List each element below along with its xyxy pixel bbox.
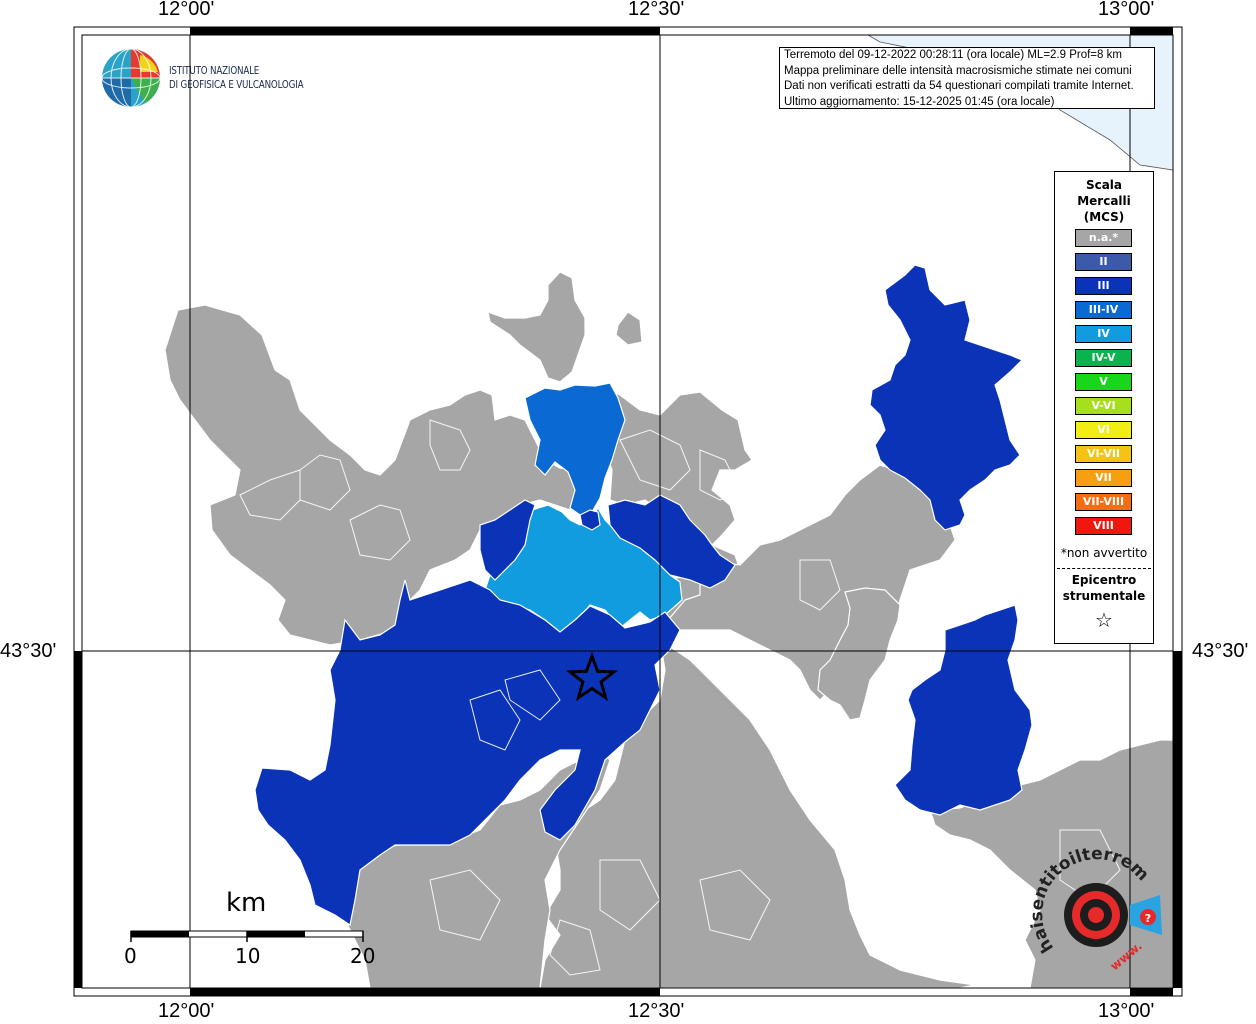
earthquake-info-box: Terremoto del 09-12-2022 00:28:11 (ora l…: [779, 47, 1155, 109]
svg-text:?: ?: [1145, 912, 1151, 925]
legend-swatch-vi-vii: VI-VII: [1075, 445, 1132, 463]
scale-unit: km: [226, 888, 267, 918]
institute-name: ISTITUTO NAZIONALE DI GEOFISICA E VULCAN…: [169, 64, 304, 92]
info-line-map-description: Mappa preliminare delle intensità macros…: [784, 64, 1132, 77]
scale-label-10: 10: [235, 944, 261, 968]
legend-swatch-n-a: n.a.*: [1075, 229, 1132, 247]
legend-swatch-iv: IV: [1075, 325, 1132, 343]
scale-bar: [130, 930, 364, 942]
legend-swatch-ii: II: [1075, 253, 1132, 271]
legend-swatch-viii: VIII: [1075, 517, 1132, 535]
municipal-borders: [239, 419, 1121, 976]
legend-swatch-v: V: [1075, 373, 1132, 391]
legend-swatch-iii: III: [1075, 277, 1132, 295]
scale-label-0: 0: [124, 944, 137, 968]
mcs-legend: Scala Mercalli (MCS) n.a.* II III III-IV IV I…: [1054, 171, 1154, 644]
ingv-logo-icon: [101, 48, 161, 108]
legend-swatch-iv-v: IV-V: [1075, 349, 1132, 367]
lon-label-top-12-00: 12°00': [158, 0, 215, 20]
lon-label-bottom-13-00: 13°00': [1098, 1000, 1155, 1022]
legend-swatch-iii-iv: III-IV: [1075, 301, 1132, 319]
lon-label-bottom-12-30: 12°30': [628, 1000, 685, 1022]
institute-line-2: DI GEOFISICA E VULCANOLOGIA: [169, 78, 304, 91]
map-frame: [73, 26, 1183, 997]
legend-divider: [1057, 568, 1151, 569]
institute-line-1: ISTITUTO NAZIONALE: [169, 64, 260, 77]
info-line-last-update: Ultimo aggiornamento: 15-12-2025 01:45 (…: [784, 95, 1055, 108]
legend-swatch-v-vi: V-VI: [1075, 397, 1132, 415]
scale-label-20: 20: [350, 944, 376, 968]
lat-label-right-43-30: 43°30': [1192, 640, 1249, 662]
info-line-data-source: Dati non verificati estratti da 54 quest…: [784, 80, 1134, 92]
lon-label-bottom-12-00: 12°00': [158, 1000, 215, 1022]
legend-swatch-vi: VI: [1075, 421, 1132, 439]
legend-star-icon: ☆: [1095, 608, 1113, 632]
legend-epicenter-label: Epicentro strumentale: [1062, 573, 1146, 603]
intensity-iii-areas: [254, 264, 1033, 926]
lat-label-left-43-30: 43°30': [0, 640, 57, 662]
info-line-event: Terremoto del 09-12-2022 00:28:11 (ora l…: [784, 49, 1122, 61]
legend-title: Scala Mercalli (MCS): [1077, 178, 1131, 224]
lon-label-top-13-00: 13°00': [1098, 0, 1155, 20]
intensity-iii-iv-area: [524, 382, 626, 516]
legend-swatch-vii: VII: [1075, 469, 1132, 487]
legend-note: *non avvertito: [1060, 546, 1148, 560]
legend-swatch-vii-viii: VII-VIII: [1075, 493, 1132, 511]
lon-label-top-12-30: 12°30': [628, 0, 685, 20]
epicenter-star-icon: [565, 651, 619, 702]
